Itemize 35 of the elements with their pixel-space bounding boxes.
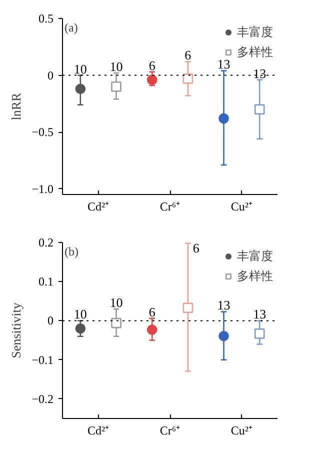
annotation: 10 [74, 61, 87, 76]
y-axis-title: Sensitivity [8, 302, 24, 358]
y-tick-label: 0 [48, 68, 54, 82]
y-axis-title: lnRR [8, 92, 24, 120]
y-tick-label: −1.0 [32, 182, 54, 196]
x-tick-label: Cd²⁺ [88, 200, 110, 214]
annotation: 13 [253, 66, 266, 81]
annotation: (b) [64, 244, 78, 258]
x-tick-label: Cu²⁺ [230, 424, 252, 438]
annotation: 10 [110, 294, 123, 310]
annotation: 6 [148, 304, 156, 320]
annotation: 13 [217, 298, 230, 313]
x-tick-label: Cr⁶⁺ [160, 200, 180, 214]
x-tick-label: Cd²⁺ [88, 424, 110, 438]
y-tick-label: 0 [48, 314, 54, 328]
y-tick-label: −0.5 [32, 125, 54, 140]
annotation: 6 [184, 48, 192, 63]
y-tick-label: 0.5 [38, 12, 54, 26]
annotation: 13 [217, 56, 230, 72]
legend-label: 多样性 [237, 268, 273, 284]
y-tick-label: 0.2 [38, 236, 54, 250]
y-tick-label: −0.1 [32, 352, 54, 367]
y-tick-label: 0.1 [38, 274, 54, 289]
annotation: 13 [253, 306, 266, 322]
x-tick-label: Cu²⁺ [230, 200, 252, 214]
x-tick-label: Cr⁶⁺ [160, 424, 180, 438]
annotation: 6 [192, 240, 200, 256]
annotation: 6 [148, 58, 156, 73]
annotation: 10 [74, 306, 87, 322]
legend-label: 丰富度 [237, 248, 273, 264]
y-tick-label: −0.2 [32, 392, 54, 406]
annotation: 10 [110, 59, 123, 74]
legend-label: 多样性 [237, 44, 273, 60]
legend-label: 丰富度 [237, 24, 273, 40]
annotation: (a) [64, 20, 78, 34]
